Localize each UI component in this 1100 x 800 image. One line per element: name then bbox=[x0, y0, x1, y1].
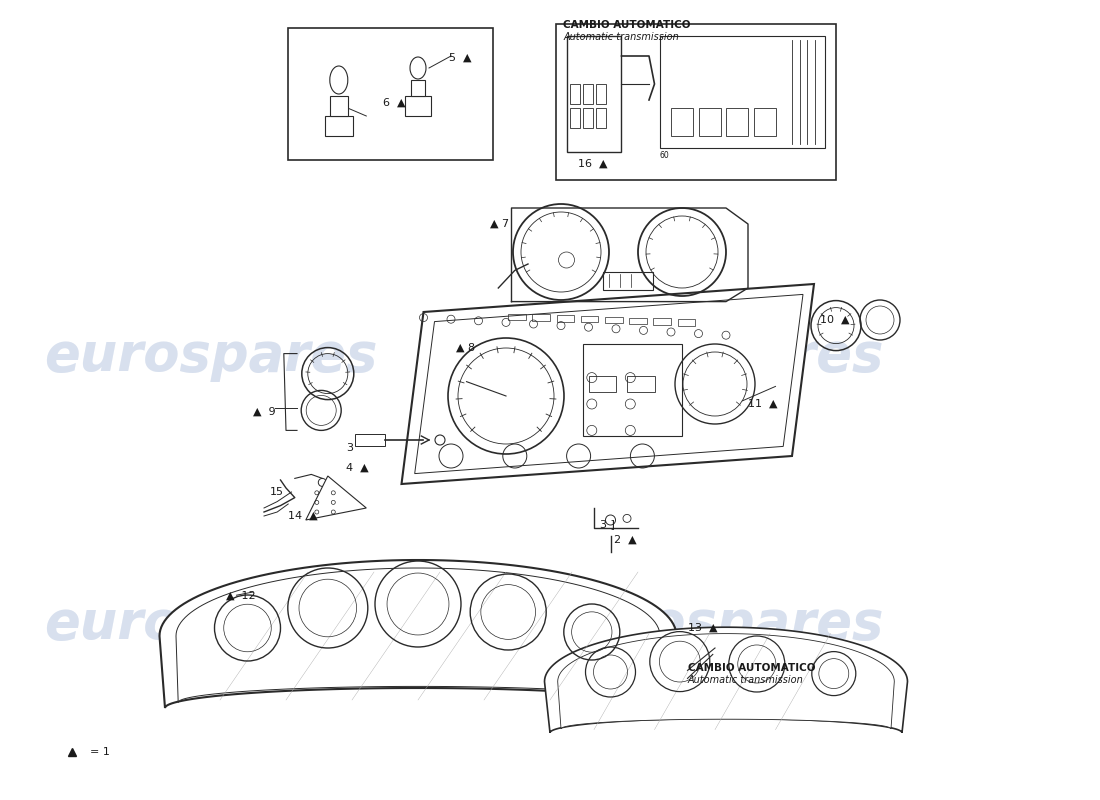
Text: 11  ▲: 11 ▲ bbox=[748, 399, 778, 409]
Text: Automatic transmission: Automatic transmission bbox=[688, 675, 803, 685]
Text: eurospares: eurospares bbox=[44, 330, 377, 382]
Bar bbox=[596, 108, 606, 128]
Bar bbox=[627, 376, 654, 392]
Text: 13  ▲: 13 ▲ bbox=[688, 623, 717, 633]
Text: Automatic transmission: Automatic transmission bbox=[563, 32, 679, 42]
Text: 4  ▲: 4 ▲ bbox=[346, 463, 370, 473]
Polygon shape bbox=[411, 80, 425, 96]
Text: 15: 15 bbox=[270, 487, 284, 497]
Bar bbox=[583, 84, 593, 104]
Bar bbox=[570, 84, 580, 104]
Bar bbox=[508, 314, 526, 320]
Text: 10  ▲: 10 ▲ bbox=[820, 315, 849, 325]
Polygon shape bbox=[558, 634, 894, 729]
Bar bbox=[583, 344, 682, 436]
Text: eurospares: eurospares bbox=[44, 598, 377, 650]
Text: CAMBIO AUTOMATICO: CAMBIO AUTOMATICO bbox=[563, 20, 691, 30]
Bar bbox=[653, 318, 671, 325]
Text: ▲  9: ▲ 9 bbox=[253, 407, 276, 417]
Bar bbox=[678, 319, 695, 326]
Bar bbox=[588, 376, 616, 392]
Bar bbox=[556, 24, 836, 180]
Text: 2  ▲: 2 ▲ bbox=[614, 535, 637, 545]
Text: 3 ]: 3 ] bbox=[600, 519, 615, 529]
Text: eurospares: eurospares bbox=[550, 598, 883, 650]
Text: CAMBIO AUTOMATICO: CAMBIO AUTOMATICO bbox=[688, 663, 815, 673]
Text: 16  ▲: 16 ▲ bbox=[578, 159, 607, 169]
Polygon shape bbox=[544, 627, 908, 733]
Text: 60: 60 bbox=[660, 150, 670, 160]
Text: ▲  12: ▲ 12 bbox=[226, 591, 255, 601]
Text: eurospares: eurospares bbox=[44, 330, 377, 382]
Bar bbox=[566, 36, 621, 152]
Bar bbox=[754, 108, 776, 136]
Bar bbox=[726, 108, 748, 136]
Text: eurospares: eurospares bbox=[550, 330, 883, 382]
Text: ▲ 7: ▲ 7 bbox=[490, 219, 508, 229]
Polygon shape bbox=[324, 116, 353, 136]
Text: eurospares: eurospares bbox=[550, 330, 883, 382]
Polygon shape bbox=[330, 96, 348, 116]
Bar bbox=[596, 84, 606, 104]
Bar bbox=[570, 108, 580, 128]
Bar bbox=[288, 28, 493, 160]
Bar bbox=[557, 315, 574, 322]
Text: 6  ▲: 6 ▲ bbox=[383, 98, 405, 107]
Bar bbox=[660, 36, 825, 148]
Bar bbox=[532, 314, 550, 321]
Bar bbox=[603, 272, 653, 290]
Polygon shape bbox=[405, 96, 431, 116]
Text: 14  ▲: 14 ▲ bbox=[288, 511, 318, 521]
Polygon shape bbox=[306, 476, 366, 520]
Bar bbox=[698, 108, 720, 136]
Bar bbox=[629, 318, 647, 324]
Bar bbox=[605, 317, 623, 323]
Text: ▲ 8: ▲ 8 bbox=[456, 343, 475, 353]
Text: eurospares: eurospares bbox=[44, 598, 377, 650]
Bar bbox=[581, 316, 598, 322]
Polygon shape bbox=[415, 294, 803, 474]
Bar bbox=[671, 108, 693, 136]
Text: 3: 3 bbox=[346, 443, 353, 453]
Polygon shape bbox=[176, 568, 660, 702]
Polygon shape bbox=[355, 434, 385, 446]
Bar bbox=[583, 108, 593, 128]
Polygon shape bbox=[402, 284, 814, 484]
Text: = 1: = 1 bbox=[90, 747, 110, 757]
Text: 5  ▲: 5 ▲ bbox=[449, 53, 471, 62]
Polygon shape bbox=[160, 560, 676, 708]
Text: eurospares: eurospares bbox=[550, 598, 883, 650]
